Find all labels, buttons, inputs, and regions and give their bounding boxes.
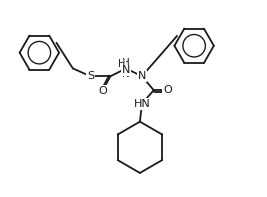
Text: H: H: [119, 59, 126, 70]
Text: N: N: [138, 71, 146, 81]
Text: O: O: [163, 85, 172, 95]
Text: O: O: [98, 86, 107, 96]
Text: H
N: H N: [122, 58, 130, 79]
Text: HN: HN: [134, 99, 150, 109]
Text: N: N: [122, 65, 130, 75]
Text: S: S: [87, 71, 94, 81]
